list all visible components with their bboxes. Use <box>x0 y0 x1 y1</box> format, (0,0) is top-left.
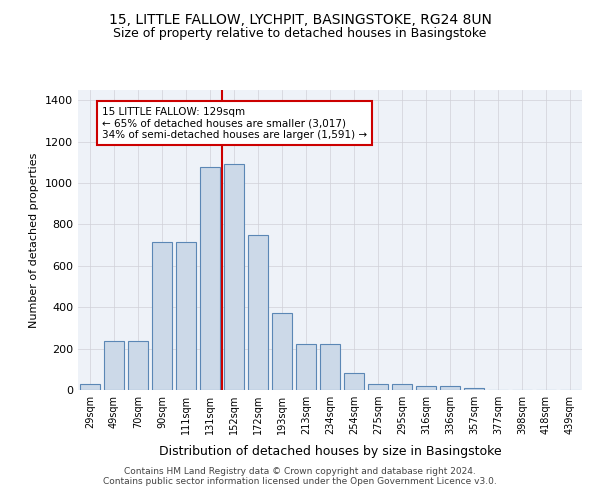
Bar <box>392 384 412 390</box>
Bar <box>344 374 364 390</box>
Bar <box>152 242 172 390</box>
Text: Contains HM Land Registry data © Crown copyright and database right 2024.: Contains HM Land Registry data © Crown c… <box>124 467 476 476</box>
Bar <box>440 386 460 390</box>
Bar <box>296 344 316 390</box>
Bar <box>224 164 244 390</box>
Bar <box>320 344 340 390</box>
X-axis label: Distribution of detached houses by size in Basingstoke: Distribution of detached houses by size … <box>158 446 502 458</box>
Bar <box>80 384 100 390</box>
Bar <box>272 314 292 390</box>
Bar <box>248 235 268 390</box>
Text: Contains public sector information licensed under the Open Government Licence v3: Contains public sector information licen… <box>103 477 497 486</box>
Bar <box>128 342 148 390</box>
Bar <box>464 388 484 390</box>
Bar <box>368 384 388 390</box>
Bar <box>416 386 436 390</box>
Text: 15, LITTLE FALLOW, LYCHPIT, BASINGSTOKE, RG24 8UN: 15, LITTLE FALLOW, LYCHPIT, BASINGSTOKE,… <box>109 12 491 26</box>
Bar <box>200 166 220 390</box>
Bar <box>104 342 124 390</box>
Y-axis label: Number of detached properties: Number of detached properties <box>29 152 40 328</box>
Bar <box>176 242 196 390</box>
Text: 15 LITTLE FALLOW: 129sqm
← 65% of detached houses are smaller (3,017)
34% of sem: 15 LITTLE FALLOW: 129sqm ← 65% of detach… <box>102 106 367 140</box>
Text: Size of property relative to detached houses in Basingstoke: Size of property relative to detached ho… <box>113 28 487 40</box>
